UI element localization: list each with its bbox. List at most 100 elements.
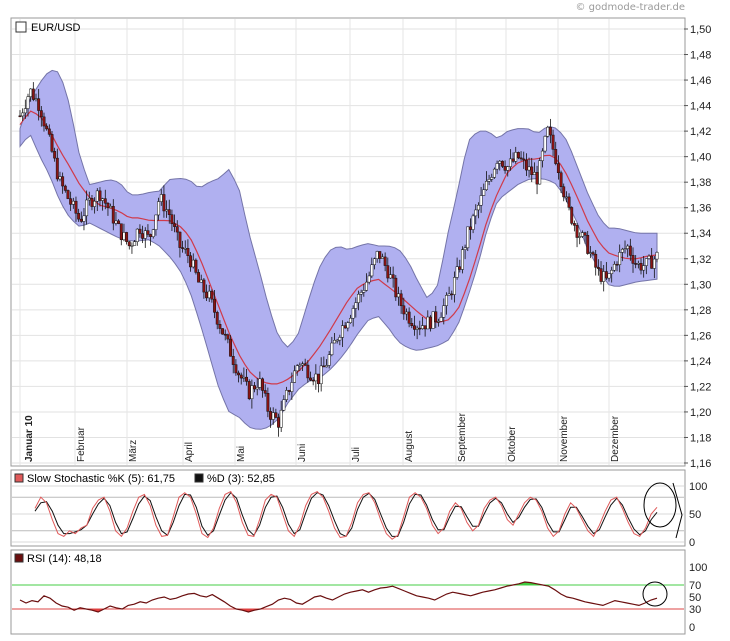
candle-body [205,291,209,299]
candle-body [125,232,129,242]
candle-body [346,322,350,329]
candle-body [650,255,654,269]
candle-body [253,385,256,390]
candle-body [436,321,440,323]
candle-body [511,158,515,162]
candle-body [98,190,102,201]
candle-body [285,390,288,400]
moving-average-line [19,110,658,385]
stochastic-d-label: %D (3): 52,85 [207,473,275,485]
candle-body [458,266,462,270]
candle-body [362,290,366,293]
main-y-tick-label: 1,20 [690,407,711,419]
rsi-y-tick-label: 100 [689,562,707,574]
candle-body [514,152,518,162]
candle-body [479,195,483,206]
candle-body [21,112,25,117]
candle-body [77,213,81,220]
candle-body [386,265,390,279]
candle-body [570,207,574,224]
candle-body [133,241,137,246]
candle-body [298,364,302,367]
candle-body [452,277,456,295]
candle-body [583,232,587,236]
candle-body [301,363,304,366]
candle-body [50,134,54,152]
month-label: September [457,412,468,462]
candle-body [572,223,576,226]
candle-body [367,275,371,283]
candle-body [575,225,579,238]
candle-body [626,245,630,249]
candle-body [540,150,544,161]
candle-body [351,308,355,319]
candle-body [642,265,646,271]
candle-body [18,115,22,118]
candle-body [487,179,491,182]
month-label: April [184,442,195,462]
candle-body [231,356,235,365]
candle-body [498,160,502,164]
candle-body [421,325,424,329]
candle-body [468,226,472,230]
rsi-swatch [14,553,24,563]
candle-body [218,323,222,329]
rsi-line-path [19,581,658,613]
candle-body [327,354,331,366]
month-label: Februar [76,426,87,462]
candle-body [383,256,387,266]
candle-body [578,236,582,238]
candle-body [615,263,619,266]
candle-body [165,209,169,212]
candle-body [634,263,638,265]
candle-body [594,253,598,268]
main-y-tick-label: 1,42 [690,126,711,138]
candle-body [277,417,280,428]
candle-body [226,334,230,340]
candle-body [556,163,560,174]
candle-body [607,273,611,279]
candle-body [442,305,446,318]
candle-body [109,206,113,209]
candle-body [39,110,43,118]
candle-body [319,365,323,385]
candle-body [250,385,254,400]
candle-body [591,252,595,255]
rsi-label: RSI (14): 48,18 [27,553,102,565]
candle-body [45,125,49,130]
candle-body [349,317,352,323]
candle-body [444,295,448,306]
candle-body [506,166,510,171]
candle-body [543,136,547,152]
candle-body [527,166,531,171]
candle-body [623,248,627,250]
candle-body [434,311,438,323]
candle-body [429,316,432,329]
candle-body [87,198,91,201]
candle-body [213,298,217,313]
candle-body [516,152,520,159]
candle-body [413,325,416,330]
candle-body [290,382,294,392]
rsi-overbought-fill [512,582,543,585]
candle-body [66,190,70,199]
candle-body [111,206,115,224]
rsi-y-tick-label: 0 [689,622,695,634]
candle-body [247,381,251,400]
candle-body [426,316,430,330]
candle-body [503,166,507,171]
candle-body [61,176,65,187]
candle-body [618,252,622,265]
candle-body [159,194,163,202]
candle-body [455,266,459,278]
candle-body [85,199,89,217]
candle-body [524,159,528,171]
candle-body [474,209,478,217]
main-y-tick-label: 1,30 [690,279,711,291]
month-label: November [559,415,570,462]
candle-body [423,325,427,330]
candle-body [309,377,312,381]
candle-body [114,220,118,224]
candle-body [47,128,51,135]
